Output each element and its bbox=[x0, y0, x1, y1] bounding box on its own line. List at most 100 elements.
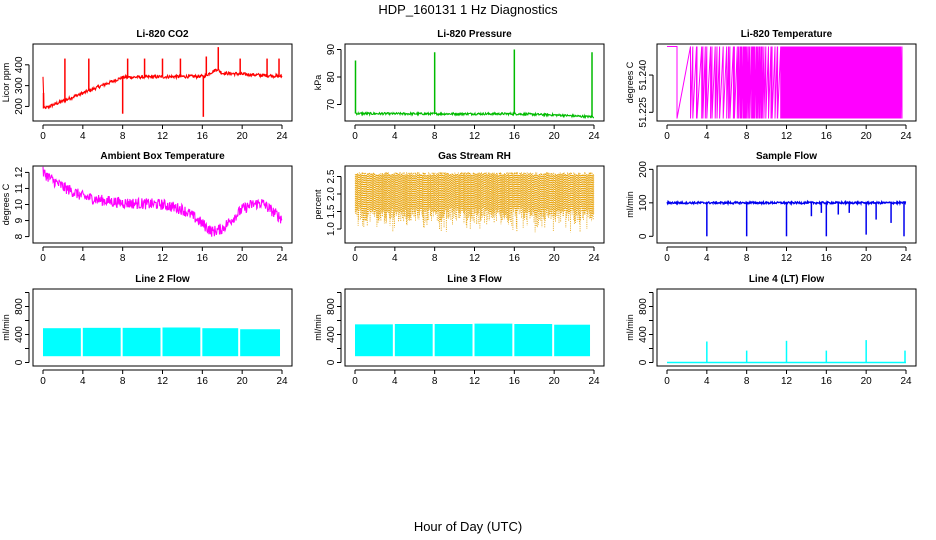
data-layer bbox=[667, 45, 903, 119]
x-tick-label: 16 bbox=[509, 376, 521, 387]
panel-3: Li-820 Temperature 0 4 8 12 16 20 24 51.225 51.24… bbox=[625, 29, 917, 142]
x-tick-label: 20 bbox=[237, 131, 249, 142]
x-tick-label: 20 bbox=[861, 131, 873, 142]
x-tick-label: 8 bbox=[744, 131, 750, 142]
x-tick-label: 0 bbox=[664, 131, 670, 142]
flow-block bbox=[434, 324, 473, 357]
y-tick-label: 2.5 bbox=[326, 169, 337, 183]
y-tick-label: 300 bbox=[14, 77, 25, 94]
data-layer bbox=[355, 323, 591, 357]
x-tick-label: 12 bbox=[157, 376, 169, 387]
y-tick-label: 0 bbox=[638, 233, 649, 239]
y-tick-label: 2.0 bbox=[326, 187, 337, 201]
x-tick-label: 20 bbox=[549, 376, 561, 387]
x-tick-label: 16 bbox=[509, 253, 521, 264]
panel-title: Ambient Box Temperature bbox=[100, 151, 225, 162]
panel-4: Ambient Box Temperature 0 4 8 12 16 20 24 8 9 10 11… bbox=[1, 151, 293, 264]
y-tick-label: 0 bbox=[326, 359, 337, 365]
x-tick-label: 20 bbox=[549, 131, 561, 142]
x-tick-label: 24 bbox=[276, 376, 288, 387]
x-tick-label: 24 bbox=[276, 253, 288, 264]
x-tick-label: 4 bbox=[704, 131, 710, 142]
x-tick-label: 12 bbox=[469, 131, 481, 142]
flow-block bbox=[202, 328, 239, 357]
x-tick-label: 4 bbox=[80, 376, 86, 387]
x-tick-label: 24 bbox=[276, 131, 288, 142]
x-tick-label: 4 bbox=[704, 376, 710, 387]
x-tick-label: 4 bbox=[80, 253, 86, 264]
x-tick-label: 8 bbox=[432, 253, 438, 264]
y-tick-label: 200 bbox=[14, 98, 25, 115]
y-tick-label: 400 bbox=[326, 326, 337, 343]
y-tick-label: 800 bbox=[326, 298, 337, 315]
plot-frame bbox=[344, 43, 605, 122]
panel-title: Line 3 Flow bbox=[447, 274, 502, 285]
x-tick-label: 16 bbox=[197, 376, 209, 387]
x-tick-label: 8 bbox=[432, 376, 438, 387]
x-tick-label: 4 bbox=[392, 376, 398, 387]
data-layer bbox=[354, 49, 595, 119]
x-tick-label: 16 bbox=[821, 376, 833, 387]
x-tick-label: 16 bbox=[197, 131, 209, 142]
x-tick-label: 12 bbox=[469, 253, 481, 264]
data-layer bbox=[354, 172, 595, 233]
y-tick-label: 400 bbox=[14, 56, 25, 73]
flow-block bbox=[355, 324, 393, 357]
data-layer bbox=[43, 327, 281, 357]
x-tick-label: 0 bbox=[40, 131, 46, 142]
x-tick-label: 0 bbox=[664, 253, 670, 264]
x-tick-label: 24 bbox=[900, 131, 912, 142]
x-tick-label: 0 bbox=[352, 131, 358, 142]
figure-title: HDP_160131 1 Hz Diagnostics bbox=[378, 2, 558, 17]
x-tick-label: 20 bbox=[861, 253, 873, 264]
x-tick-label: 24 bbox=[588, 376, 600, 387]
x-tick-label: 8 bbox=[744, 376, 750, 387]
y-tick-label: 51.225 bbox=[638, 97, 649, 128]
y-axis-label: ml/min bbox=[1, 314, 11, 341]
x-tick-label: 4 bbox=[80, 131, 86, 142]
x-tick-label: 20 bbox=[549, 253, 561, 264]
x-tick-label: 8 bbox=[432, 131, 438, 142]
flow-block bbox=[162, 327, 201, 357]
panel-title: Li-820 Pressure bbox=[437, 29, 512, 40]
y-tick-label: 800 bbox=[638, 298, 649, 315]
plot-frame bbox=[344, 288, 605, 367]
x-tick-label: 0 bbox=[664, 376, 670, 387]
x-axis-label: Hour of Day (UTC) bbox=[413, 519, 523, 534]
x-tick-label: 24 bbox=[900, 376, 912, 387]
flow-block bbox=[514, 324, 553, 357]
x-tick-label: 12 bbox=[781, 253, 793, 264]
x-tick-label: 12 bbox=[469, 376, 481, 387]
panel-title: Sample Flow bbox=[756, 151, 817, 162]
data-layer bbox=[42, 166, 283, 237]
x-tick-label: 0 bbox=[352, 253, 358, 264]
flow-block bbox=[474, 323, 513, 357]
x-tick-label: 16 bbox=[821, 131, 833, 142]
data-layer bbox=[667, 340, 906, 364]
x-tick-label: 20 bbox=[237, 253, 249, 264]
x-tick-label: 24 bbox=[588, 253, 600, 264]
x-tick-label: 8 bbox=[120, 376, 126, 387]
y-tick-label: 90 bbox=[326, 44, 337, 56]
plot-frame bbox=[656, 43, 917, 122]
x-tick-label: 4 bbox=[704, 253, 710, 264]
flow-block bbox=[394, 324, 433, 357]
y-axis-label: degrees C bbox=[1, 183, 11, 225]
y-tick-label: 0 bbox=[14, 359, 25, 365]
x-tick-label: 20 bbox=[237, 376, 249, 387]
flow-block bbox=[240, 329, 281, 357]
y-axis-label: degrees C bbox=[625, 61, 635, 103]
y-tick-label: 0 bbox=[638, 359, 649, 365]
x-tick-label: 12 bbox=[157, 253, 169, 264]
x-tick-label: 16 bbox=[821, 253, 833, 264]
panel-6: Sample Flow 0 4 8 12 16 20 24 0 100 200 ml/min bbox=[625, 151, 917, 264]
x-tick-label: 0 bbox=[40, 253, 46, 264]
y-axis-label: ml/min bbox=[625, 314, 635, 341]
data-layer bbox=[42, 47, 283, 117]
panel-title: Line 4 (LT) Flow bbox=[749, 274, 825, 285]
panel-5: Gas Stream RH 0 4 8 12 16 20 24 1.0 1.5 2.0 2.5perc… bbox=[313, 151, 605, 264]
y-axis-label: percent bbox=[313, 189, 323, 220]
